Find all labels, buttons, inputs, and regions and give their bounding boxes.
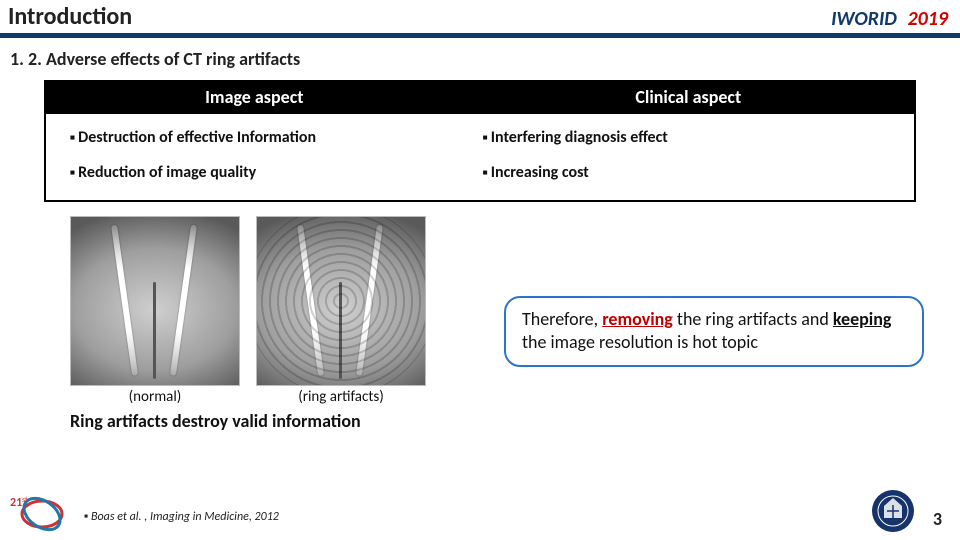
section-subtitle: 1. 2. Adverse effects of CT ring artifac… xyxy=(0,38,960,80)
conclusion-callout: Therefore, removing the ring artifacts a… xyxy=(504,296,924,367)
ring-artifact-icon xyxy=(256,216,426,386)
panel-col-right: Interfering diagnosis effect Increasing … xyxy=(463,120,914,190)
conference-year: 2019 xyxy=(907,7,948,31)
caption-normal: (normal) xyxy=(70,388,240,406)
slide-footer: 21 st Boas et al. , Imaging in Medicine,… xyxy=(0,480,960,540)
panel-col-left: Destruction of effective Information Red… xyxy=(46,120,463,190)
iworid-logo-icon: 21 st xyxy=(8,488,66,534)
panel-header-row: Image aspect Clinical aspect xyxy=(46,82,914,114)
bullet-item: Reduction of image quality xyxy=(70,155,463,190)
panel-header-image-aspect: Image aspect xyxy=(46,82,463,114)
svg-text:21: 21 xyxy=(10,496,22,510)
keyword-removing: removing xyxy=(602,308,673,330)
conclusion-text: Therefore, xyxy=(522,308,602,330)
svg-text:st: st xyxy=(22,495,28,505)
ct-image-normal xyxy=(70,216,240,386)
panel-header-clinical-aspect: Clinical aspect xyxy=(463,82,914,114)
conclusion-text: the ring artifacts and xyxy=(673,308,833,330)
ct-midline-icon xyxy=(153,282,156,379)
bullet-item: Interfering diagnosis effect xyxy=(483,120,914,155)
caption-ring-artifacts: (ring artifacts) xyxy=(256,388,426,406)
ct-image-ring-artifacts xyxy=(256,216,426,386)
panel-body: Destruction of effective Information Red… xyxy=(46,114,914,200)
citation-text: Boas et al. , Imaging in Medicine, 2012 xyxy=(84,510,279,524)
conference-name: IWORID xyxy=(831,7,897,31)
slide-title: Introduction xyxy=(8,2,132,31)
bullet-item: Destruction of effective Information xyxy=(70,120,463,155)
conference-tag: IWORID 2019 xyxy=(831,7,948,31)
image-summary-text: Ring artifacts destroy valid information xyxy=(70,410,960,432)
aspects-panel: Image aspect Clinical aspect Destruction… xyxy=(44,80,916,202)
ct-captions: (normal) (ring artifacts) xyxy=(70,388,960,406)
slide-header: Introduction IWORID 2019 xyxy=(0,0,960,38)
conclusion-text: the image resolution is hot topic xyxy=(522,331,758,353)
university-seal-icon xyxy=(870,488,916,534)
page-number: 3 xyxy=(933,508,942,530)
keyword-keeping: keeping xyxy=(833,308,892,330)
bullet-item: Increasing cost xyxy=(483,155,914,190)
